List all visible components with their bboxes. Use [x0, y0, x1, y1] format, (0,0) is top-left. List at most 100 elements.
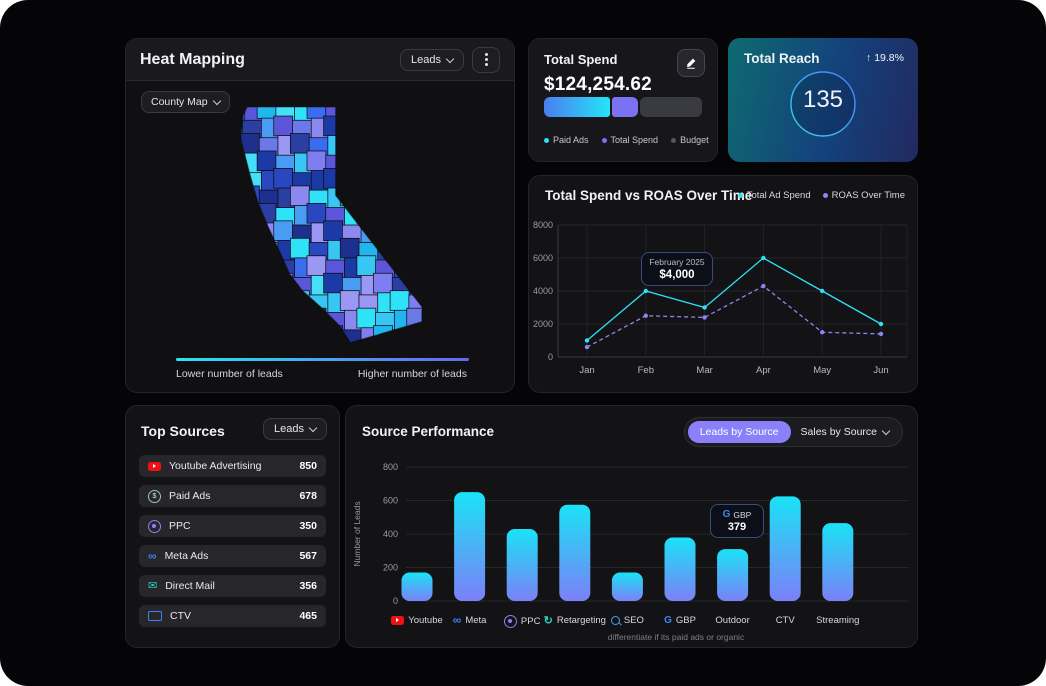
- bar-youtube[interactable]: [401, 572, 433, 601]
- reach-ring: [790, 71, 856, 137]
- bar-ctv[interactable]: [769, 496, 801, 601]
- svg-text:800: 800: [383, 462, 398, 472]
- dollar-icon: $: [148, 489, 161, 503]
- x-label-gbp: G GBP: [664, 615, 696, 626]
- sources-metric-dropdown-label: Leads: [274, 423, 304, 435]
- source-label: Paid Ads: [169, 490, 211, 502]
- svg-text:4000: 4000: [533, 286, 553, 296]
- spend-roas-title: Total Spend vs ROAS Over Time: [545, 188, 753, 203]
- california-county-map[interactable]: [198, 107, 448, 349]
- total-spend-card: Total Spend $124,254.62 Paid Ads Total Sp…: [528, 38, 718, 162]
- source-value: 350: [299, 520, 317, 532]
- source-list-item-3[interactable]: ∞ Meta Ads 567: [139, 545, 326, 567]
- source-list-item-4[interactable]: ✉ Direct Mail 356: [139, 575, 326, 597]
- tooltip-value: $4,000: [659, 269, 695, 281]
- youtube-icon: [148, 461, 161, 471]
- chevron-down-icon: [445, 54, 455, 63]
- svg-text:Apr: Apr: [756, 365, 771, 376]
- x-label-youtube: Youtube: [375, 615, 459, 626]
- ppc-icon: [148, 519, 161, 533]
- bar-streaming[interactable]: [822, 523, 854, 601]
- bar-meta[interactable]: [454, 492, 486, 601]
- bar-tooltip-value: 379: [727, 521, 747, 533]
- source-list-item-2[interactable]: PPC 350: [139, 515, 326, 537]
- edit-button[interactable]: [677, 49, 705, 77]
- retargeting-icon: ↻: [543, 614, 553, 627]
- total-reach-value: 135: [802, 86, 844, 113]
- bar-retargeting[interactable]: [559, 504, 591, 601]
- line-series-roas-over-time: [586, 285, 882, 348]
- spend-roas-card: Total Spend vs ROAS Over Time Total Ad S…: [528, 175, 918, 393]
- source-value: 356: [299, 580, 317, 592]
- top-sources-title: Top Sources: [141, 423, 225, 439]
- legend-dot-icon: [601, 137, 607, 143]
- chevron-down-icon: [308, 423, 318, 433]
- source-list-item-5[interactable]: CTV 465: [139, 605, 326, 627]
- svg-text:0: 0: [548, 352, 553, 362]
- source-performance-card: Source Performance Leads by Source Sales…: [345, 405, 918, 648]
- svg-text:400: 400: [383, 529, 398, 539]
- bar-tooltip: G GBP 379: [710, 504, 764, 538]
- x-label-meta: ∞ Meta: [452, 613, 487, 627]
- legend-dot-icon: [822, 193, 828, 198]
- svg-text:600: 600: [383, 496, 398, 506]
- heat-metric-dropdown[interactable]: Leads: [400, 48, 464, 71]
- source-value: 678: [299, 490, 317, 502]
- source-performance-title: Source Performance: [362, 424, 495, 439]
- heat-legend-gradient: [176, 358, 469, 361]
- svg-text:Mar: Mar: [696, 365, 712, 376]
- legend-dot-icon: [544, 137, 549, 143]
- spend-roas-chart[interactable]: 0 2000 4000 6000 8000 Jan Feb Mar Apr May Jun: [529, 176, 919, 394]
- tv-icon: [148, 611, 162, 621]
- seo-icon: [610, 616, 620, 625]
- source-value: 465: [299, 610, 317, 622]
- spend-progress-bar: [544, 97, 702, 117]
- source-label: CTV: [170, 610, 191, 622]
- map-type-dropdown[interactable]: County Map: [141, 91, 230, 113]
- x-label-ctv: CTV: [775, 615, 795, 626]
- x-label-seo: SEO: [585, 615, 669, 626]
- bar-outdoor[interactable]: [717, 549, 749, 601]
- x-label-ppc: PPC: [480, 615, 564, 628]
- svg-text:Number of Leads: Number of Leads: [352, 501, 362, 566]
- spend-legend: Paid Ads Total Spend Budget: [544, 135, 709, 145]
- svg-text:Jun: Jun: [873, 365, 888, 376]
- google-icon: G: [664, 615, 672, 626]
- legend-dot-icon: [737, 193, 743, 198]
- source-list-item-1[interactable]: $ Paid Ads 678: [139, 485, 326, 507]
- bar-seo[interactable]: [611, 572, 643, 601]
- x-label-streaming: Streaming: [816, 615, 860, 626]
- source-list-item-0[interactable]: Youtube Advertising 850: [139, 455, 326, 477]
- source-performance-chart[interactable]: 0 200 400 600 800 Number of Leads: [346, 406, 919, 649]
- tab-sales-label: Sales by Source: [800, 426, 877, 438]
- spend-segment-2: [640, 97, 702, 117]
- kebab-menu-button[interactable]: [472, 46, 500, 73]
- sources-metric-dropdown[interactable]: Leads: [263, 418, 327, 440]
- legend-item: Total Spend: [601, 135, 658, 145]
- heat-mapping-card: Heat Mapping Leads County Map Lower numb…: [125, 38, 515, 393]
- svg-text:May: May: [813, 365, 831, 376]
- top-sources-card: Top Sources Leads Youtube Advertising 850…: [125, 405, 340, 648]
- bar-ppc[interactable]: [506, 528, 538, 601]
- chevron-down-icon: [212, 96, 221, 106]
- svg-text:2000: 2000: [533, 319, 553, 329]
- x-label-retargeting: ↻ Retargeting: [543, 614, 606, 627]
- meta-icon: ∞: [148, 548, 157, 563]
- tab-leads-by-source[interactable]: Leads by Source: [687, 421, 791, 443]
- top-sources-list: Youtube Advertising 850 $ Paid Ads 678 PPC 350…: [139, 455, 326, 635]
- svg-text:8000: 8000: [533, 220, 553, 230]
- spend-segment-0: [544, 97, 611, 117]
- bar-tooltip-label: GBP: [733, 509, 752, 520]
- legend-item: Total Ad Spend: [737, 190, 811, 201]
- total-reach-card: Total Reach ↑ 19.8% 135: [728, 38, 918, 162]
- source-value: 850: [299, 460, 317, 472]
- bar-gbp[interactable]: [664, 537, 696, 601]
- google-icon: G: [722, 509, 731, 520]
- heat-metric-dropdown-label: Leads: [411, 53, 441, 66]
- total-spend-title: Total Spend: [544, 52, 618, 67]
- mail-icon: ✉: [148, 580, 158, 592]
- tab-sales-by-source[interactable]: Sales by Source: [791, 421, 899, 443]
- spend-roas-legend: Total Ad Spend ROAS Over Time: [737, 190, 905, 201]
- source-label: Youtube Advertising: [169, 460, 262, 472]
